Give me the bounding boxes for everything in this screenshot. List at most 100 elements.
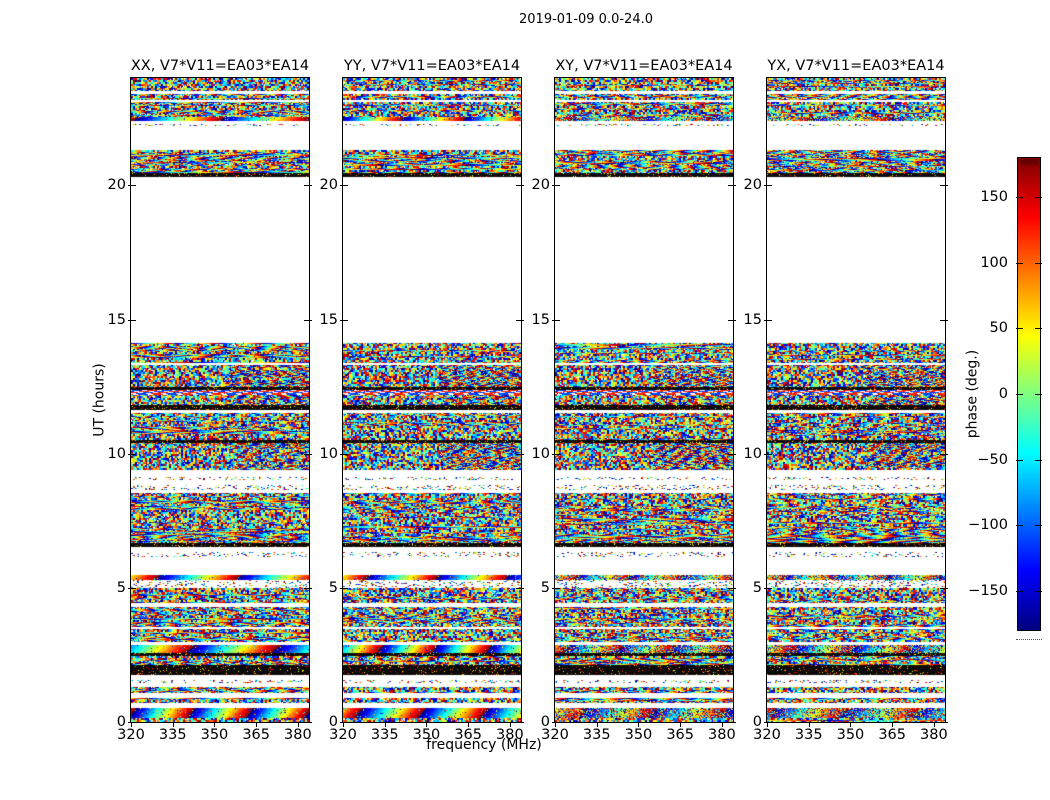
panel-title-xy: XY, V7*V11=EA03*EA14 xyxy=(555,58,733,74)
x-tick-label: 365 xyxy=(666,727,694,743)
y-tick xyxy=(128,587,136,589)
y-tick xyxy=(304,185,312,187)
x-tick-label: 380 xyxy=(708,727,736,743)
x-tick xyxy=(808,723,810,727)
y-tick xyxy=(940,185,948,187)
y-tick xyxy=(728,587,736,589)
y-tick-label: 15 xyxy=(107,311,126,328)
y-tick-label: 15 xyxy=(531,311,550,328)
colorbar-tick xyxy=(1035,197,1042,199)
colorbar-tick xyxy=(1035,394,1042,395)
y-tick xyxy=(304,319,312,321)
x-tick xyxy=(933,723,935,727)
colorbar-tick-label: −50 xyxy=(977,451,1008,468)
y-tick-label: 15 xyxy=(743,311,762,328)
x-tick-label: 335 xyxy=(370,727,399,743)
x-tick xyxy=(555,723,556,727)
x-tick-label: 350 xyxy=(200,727,229,743)
y-tick xyxy=(764,722,772,723)
y-tick xyxy=(764,185,772,187)
y-tick xyxy=(128,185,136,187)
x-tick xyxy=(214,723,216,727)
y-tick xyxy=(516,722,524,723)
colorbar-tick-label: 150 xyxy=(980,189,1008,206)
x-tick-label: 320 xyxy=(541,727,569,743)
y-tick xyxy=(940,587,948,589)
x-tick-label: 335 xyxy=(582,727,611,743)
colorbar-tick xyxy=(1016,328,1023,330)
y-tick-label: 0 xyxy=(752,714,762,730)
x-tick-label: 335 xyxy=(794,727,823,743)
y-tick-label: 15 xyxy=(319,311,338,328)
x-tick-label: 350 xyxy=(412,727,441,743)
y-tick xyxy=(340,185,348,187)
colorbar-tick xyxy=(1016,262,1023,264)
x-tick-label: 380 xyxy=(496,727,524,743)
y-tick xyxy=(304,587,312,589)
y-tick-label: 5 xyxy=(116,579,126,596)
y-tick-label: 10 xyxy=(319,445,338,462)
y-tick-label: 5 xyxy=(752,579,762,596)
y-axis-label: UT (hours) xyxy=(91,363,108,437)
y-tick-label: 0 xyxy=(328,714,338,730)
x-tick xyxy=(426,723,428,727)
y-tick-label: 5 xyxy=(328,579,338,596)
colorbar-tick xyxy=(1035,590,1042,592)
y-tick xyxy=(552,722,560,723)
y-tick xyxy=(940,453,948,455)
y-tick xyxy=(128,319,136,321)
x-tick xyxy=(172,723,174,727)
y-tick xyxy=(728,319,736,321)
x-tick xyxy=(509,723,511,727)
x-tick-label: 380 xyxy=(284,727,312,743)
x-tick xyxy=(850,723,852,727)
x-tick-label: 320 xyxy=(329,727,357,743)
x-tick xyxy=(638,723,640,727)
colorbar-tick xyxy=(1016,394,1023,395)
y-tick xyxy=(340,722,348,723)
y-tick xyxy=(764,453,772,455)
x-tick xyxy=(384,723,386,727)
colorbar-tick-label: 50 xyxy=(989,320,1008,337)
y-tick xyxy=(304,453,312,455)
y-tick xyxy=(764,587,772,589)
x-tick-label: 320 xyxy=(117,727,145,743)
x-tick-label: 365 xyxy=(242,727,270,743)
x-tick xyxy=(468,723,470,727)
y-tick xyxy=(940,319,948,321)
y-tick-label: 5 xyxy=(540,579,550,596)
y-tick xyxy=(340,319,348,321)
y-tick xyxy=(516,587,524,589)
x-tick xyxy=(721,723,723,727)
colorbar-tick-label: −150 xyxy=(968,582,1008,599)
y-tick-label: 0 xyxy=(540,714,550,730)
x-tick xyxy=(596,723,598,727)
colorbar-tick xyxy=(1016,525,1023,527)
panel-title-yy: YY, V7*V11=EA03*EA14 xyxy=(343,58,521,74)
y-tick xyxy=(340,453,348,455)
colorbar-tick-label: 0 xyxy=(998,386,1008,402)
y-tick-label: 20 xyxy=(107,177,126,194)
y-tick xyxy=(552,453,560,455)
x-tick-label: 380 xyxy=(920,727,948,743)
x-tick-label: 365 xyxy=(878,727,906,743)
y-tick-label: 20 xyxy=(319,177,338,194)
x-tick xyxy=(343,723,344,727)
y-tick xyxy=(764,319,772,321)
x-tick-label: 365 xyxy=(454,727,482,743)
y-tick-label: 0 xyxy=(116,714,126,730)
x-axis-label: frequency (MHz) xyxy=(426,737,542,753)
heatmap-canvas-yx xyxy=(766,77,946,723)
y-tick xyxy=(728,453,736,455)
panel-title-yx: YX, V7*V11=EA03*EA14 xyxy=(767,58,945,74)
heatmap-canvas-xx xyxy=(130,77,310,723)
y-tick xyxy=(516,319,524,321)
colorbar-tick xyxy=(1035,328,1042,330)
panel-title-xx: XX, V7*V11=EA03*EA14 xyxy=(130,58,310,74)
y-tick xyxy=(516,453,524,455)
colorbar-bottom-dotted-line xyxy=(1016,639,1042,640)
y-tick xyxy=(552,587,560,589)
x-tick xyxy=(680,723,682,727)
heatmap-canvas-xy xyxy=(554,77,734,723)
